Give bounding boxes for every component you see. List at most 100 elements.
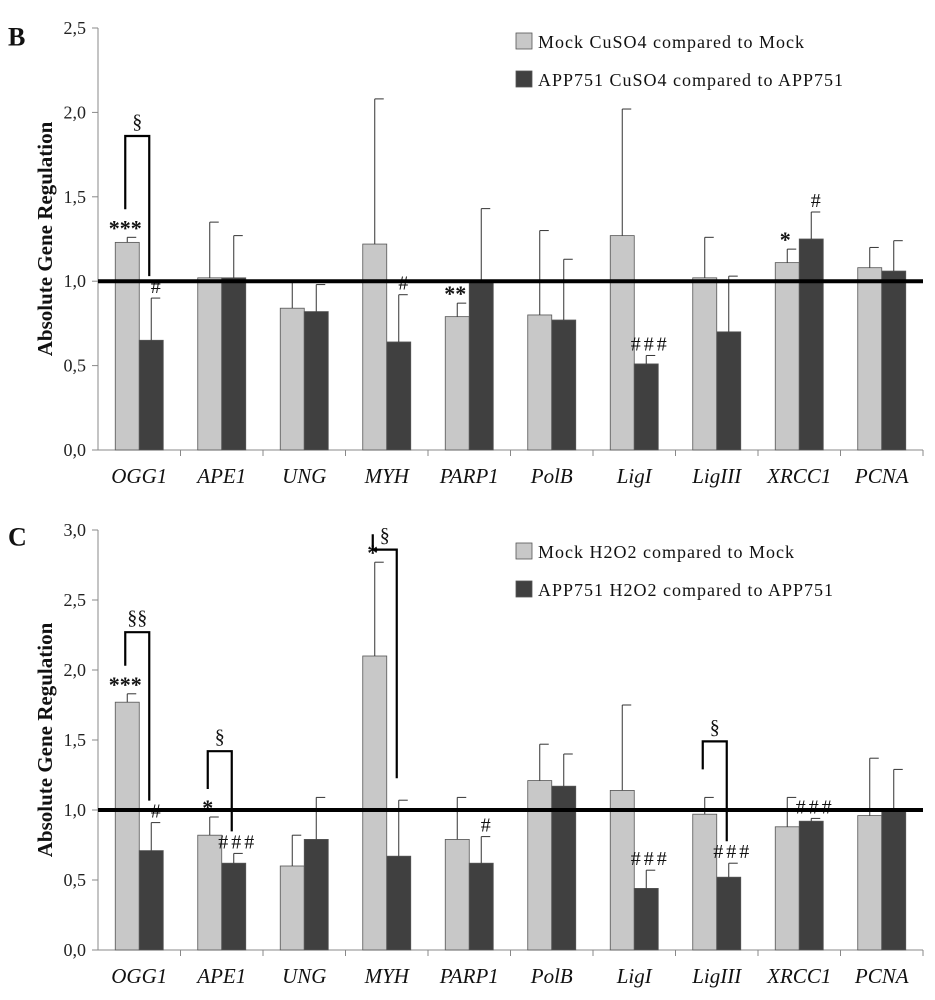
category-label: PolB (530, 464, 573, 488)
y-axis-label: Absolute Gene Regulation (33, 121, 57, 356)
significance-hash: ### (631, 848, 670, 870)
bar-mock (114, 241, 140, 451)
category-label: APE1 (195, 964, 246, 988)
bar-app751 (798, 238, 824, 451)
bar-mock (692, 813, 718, 951)
bracket-label: § (132, 111, 142, 133)
bracket-label: §§ (127, 607, 147, 629)
category-label: LigI (616, 464, 653, 488)
y-tick-label: 0,0 (64, 940, 87, 960)
bar-app751 (551, 785, 577, 951)
legend-swatch (515, 580, 533, 598)
legend-label: Mock H2O2 compared to Mock (538, 542, 795, 562)
category-label: PCNA (854, 464, 909, 488)
y-tick-label: 2,0 (64, 660, 87, 680)
y-tick-label: 3,0 (64, 520, 87, 540)
category-label: XRCC1 (766, 964, 831, 988)
bar-app751 (386, 341, 412, 451)
significance-hash: ### (631, 333, 670, 355)
significance-hash: ### (713, 841, 752, 863)
bar-mock (362, 243, 388, 451)
legend-swatch (515, 70, 533, 88)
legend-swatch (515, 542, 533, 560)
category-label: UNG (282, 964, 326, 988)
bar-mock (362, 655, 388, 951)
comparison-bracket (701, 740, 728, 842)
category-label: LigIII (691, 964, 742, 988)
bar-app751 (633, 888, 659, 951)
bar-app751 (716, 331, 742, 451)
category-label: OGG1 (111, 964, 167, 988)
bar-app751 (303, 839, 329, 951)
bar-app751 (138, 339, 164, 451)
y-tick-label: 1,0 (64, 800, 87, 820)
bar-mock (197, 834, 223, 951)
bracket-label: § (215, 726, 225, 748)
bar-mock (444, 839, 470, 951)
bar-app751 (221, 862, 247, 951)
bar-app751 (716, 876, 742, 951)
significance-star: ** (444, 281, 466, 306)
category-label: LigIII (691, 464, 742, 488)
bar-mock (609, 235, 635, 451)
bar-mock (114, 701, 140, 951)
bar-mock (279, 307, 305, 451)
y-tick-label: 2,0 (64, 102, 87, 122)
comparison-bracket (371, 534, 398, 779)
bar-app751 (881, 808, 907, 951)
bracket-label: § (710, 716, 720, 738)
comparison-bracket (206, 750, 233, 832)
bar-mock (774, 826, 800, 951)
y-tick-label: 1,5 (64, 730, 87, 750)
bar-mock (527, 780, 553, 951)
bracket-label: § (380, 525, 390, 547)
significance-hash: ### (218, 831, 257, 853)
bar-app751 (798, 820, 824, 951)
category-label: XRCC1 (766, 464, 831, 488)
bar-mock (857, 815, 883, 951)
bar-mock (444, 316, 470, 451)
category-label: MYH (364, 464, 411, 488)
legend-swatch (515, 32, 533, 50)
legend-label: APP751 H2O2 compared to APP751 (538, 580, 834, 600)
bar-mock (527, 314, 553, 451)
category-label: PolB (530, 964, 573, 988)
comparison-bracket (124, 134, 151, 277)
significance-star: *** (109, 672, 142, 697)
y-tick-label: 0,5 (64, 870, 87, 890)
bar-app751 (881, 270, 907, 451)
panel-label: B (8, 22, 25, 51)
significance-hash: # (811, 190, 824, 212)
significance-star: * (367, 540, 378, 565)
y-tick-label: 2,5 (64, 590, 87, 610)
bar-app751 (303, 311, 329, 451)
category-label: OGG1 (111, 464, 167, 488)
category-label: PCNA (854, 964, 909, 988)
y-tick-label: 0,5 (64, 356, 87, 376)
legend-label: Mock CuSO4 compared to Mock (538, 32, 805, 52)
y-tick-label: 2,5 (64, 18, 87, 38)
significance-hash: ### (796, 796, 835, 818)
bar-app751 (138, 850, 164, 951)
legend-label: APP751 CuSO4 compared to APP751 (538, 70, 844, 90)
bar-app751 (386, 855, 412, 951)
category-label: LigI (616, 964, 653, 988)
panel-label: C (8, 522, 27, 551)
category-label: PARP1 (439, 464, 499, 488)
y-tick-label: 1,0 (64, 271, 87, 291)
bar-app751 (468, 280, 494, 451)
category-label: MYH (364, 964, 411, 988)
bar-mock (609, 790, 635, 951)
significance-hash: # (398, 273, 411, 295)
bar-mock (197, 277, 223, 451)
y-tick-label: 0,0 (64, 440, 87, 460)
bar-app751 (633, 363, 659, 451)
bar-app751 (468, 862, 494, 951)
y-axis-label: Absolute Gene Regulation (33, 622, 57, 857)
bar-mock (279, 865, 305, 951)
significance-star: * (780, 227, 791, 252)
bar-mock (774, 262, 800, 451)
significance-star: * (202, 795, 213, 820)
y-tick-label: 1,5 (64, 187, 87, 207)
